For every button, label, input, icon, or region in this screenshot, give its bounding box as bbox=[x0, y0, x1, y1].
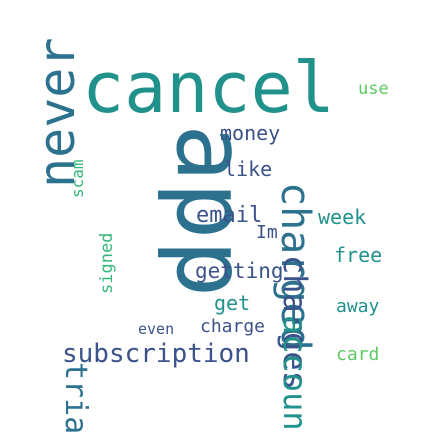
word-scam: scam bbox=[68, 159, 87, 198]
word-week: week bbox=[318, 205, 366, 229]
word-money: money bbox=[220, 121, 280, 145]
word-charge: charge bbox=[200, 316, 265, 337]
word-subscription: subscription bbox=[62, 339, 250, 369]
word-cancel: cancel bbox=[82, 47, 335, 129]
word-free: free bbox=[334, 243, 382, 267]
word-signed: signed bbox=[97, 233, 117, 294]
word-charged: charged bbox=[272, 182, 318, 351]
word-away: away bbox=[336, 296, 380, 317]
word-use: use bbox=[358, 79, 389, 99]
word-get: get bbox=[214, 291, 250, 315]
word-never: never bbox=[28, 37, 86, 188]
word-trial: trial bbox=[58, 362, 93, 432]
word-account: account bbox=[276, 315, 314, 432]
word-im: Im bbox=[256, 222, 278, 243]
word-charges: charges bbox=[276, 255, 314, 390]
word-like: like bbox=[224, 157, 272, 181]
word-even: even bbox=[138, 320, 174, 338]
word-email: email bbox=[196, 203, 262, 228]
word-app: app bbox=[155, 124, 267, 297]
word-card: card bbox=[336, 344, 379, 365]
word-getting: getting bbox=[195, 259, 284, 283]
